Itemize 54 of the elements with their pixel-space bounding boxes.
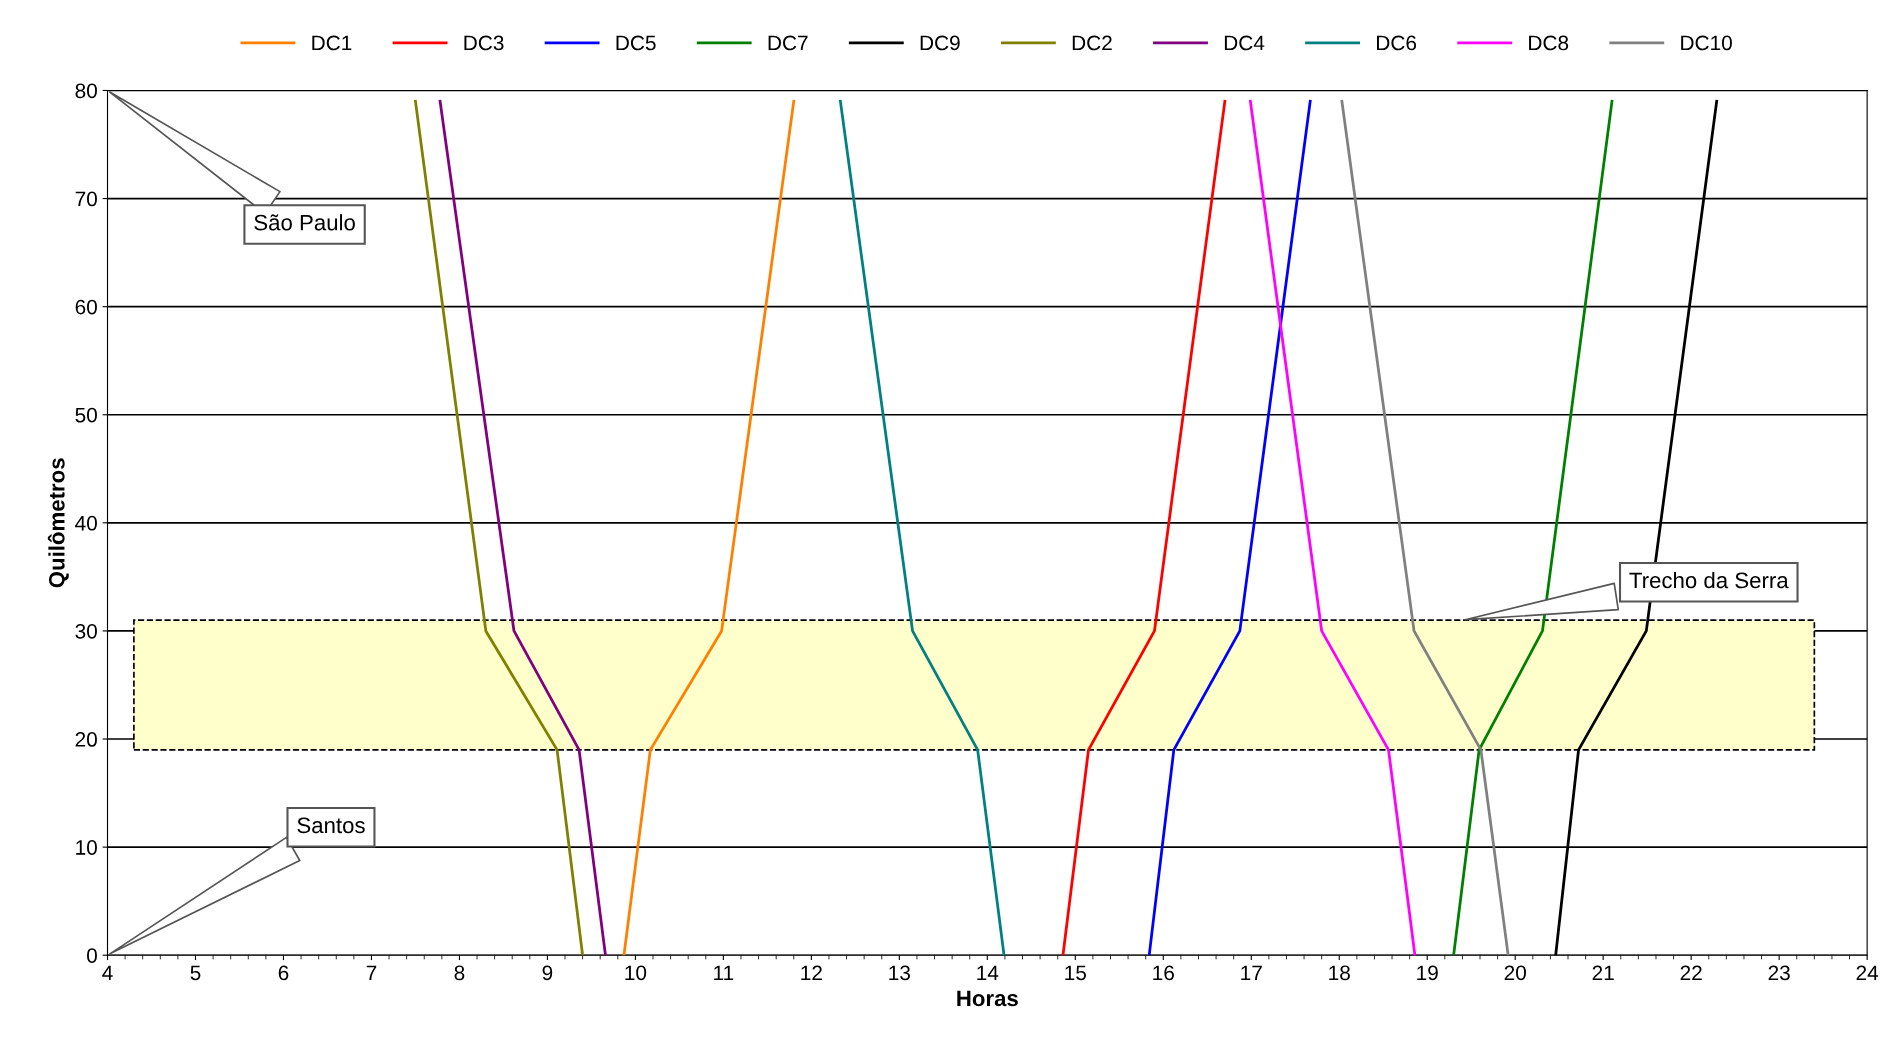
y-tick-label: 60 [75, 299, 97, 315]
annotation: São Paulo [254, 214, 355, 231]
line-series [1340, 99, 1510, 956]
x-tick-label: 6 [278, 965, 289, 981]
y-tick-label: 50 [75, 407, 97, 423]
x-tick-label: 4 [102, 965, 113, 981]
x-tick-label: 19 [1417, 965, 1438, 981]
annotation: Santos [297, 817, 365, 834]
band-label: Trecho da Serra [1629, 571, 1789, 589]
line-series [1147, 99, 1312, 956]
x-tick-label: 18 [1329, 965, 1350, 981]
x-tick-label: 17 [1241, 965, 1262, 981]
x-tick-label: 13 [889, 965, 911, 981]
x-tick-label: 20 [1504, 965, 1526, 981]
x-tick-label: 9 [542, 965, 553, 981]
x-tick-label: 22 [1680, 965, 1702, 981]
y-tick-label: 70 [75, 191, 97, 207]
legend-label: DC2 [1072, 35, 1112, 51]
x-tick-label: 21 [1592, 965, 1614, 981]
x-tick-label: 16 [1153, 965, 1174, 981]
y-tick-label: 80 [75, 83, 97, 99]
y-tick-label: 0 [87, 948, 97, 963]
legend-label: DC1 [312, 35, 352, 51]
line-series [1452, 99, 1614, 956]
x-tick-label: 11 [714, 965, 734, 981]
legend-label: DC6 [1377, 35, 1417, 51]
legend-label: DC5 [616, 35, 656, 51]
line-series [1249, 99, 1417, 956]
x-tick-label: 24 [1856, 965, 1879, 981]
x-tick-label: 7 [366, 965, 377, 981]
legend-label: DC8 [1529, 35, 1569, 51]
line-series [414, 99, 584, 956]
x-tick-label: 8 [454, 965, 465, 981]
legend-label: DC3 [464, 35, 504, 51]
line-series [622, 99, 796, 956]
x-tick-label: 5 [190, 965, 201, 981]
legend-label: DC4 [1224, 35, 1265, 51]
line-series [438, 99, 607, 956]
y-tick-label: 40 [75, 515, 97, 531]
legend-label: DC7 [768, 35, 808, 51]
legend-label: DC9 [920, 35, 960, 51]
line-series [1061, 99, 1227, 956]
y-axis-title: Quilômetros [47, 458, 69, 588]
x-axis-title: Horas [957, 990, 1018, 1007]
y-tick-label: 30 [75, 623, 97, 639]
x-tick-label: 15 [1065, 965, 1087, 981]
x-tick-label: 14 [977, 965, 999, 981]
x-tick-label: 10 [625, 965, 647, 981]
x-tick-label: 23 [1768, 965, 1790, 981]
legend-label: DC10 [1681, 35, 1732, 51]
line-series [839, 99, 1006, 956]
x-tick-label: 12 [801, 965, 822, 981]
y-tick-label: 10 [76, 840, 97, 855]
y-tick-label: 20 [75, 732, 97, 747]
